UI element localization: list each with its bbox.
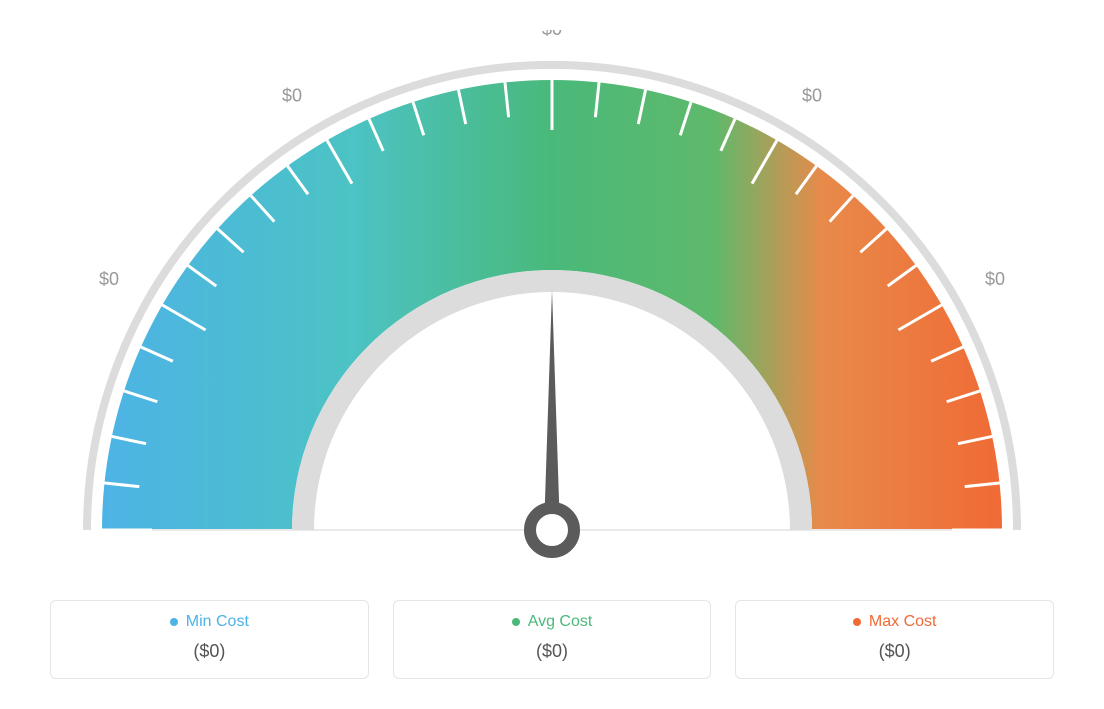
legend-value-avg: ($0) [410,641,695,662]
gauge-chart: $0$0$0$0$0$0$0 [50,30,1054,570]
svg-text:$0: $0 [985,269,1005,289]
legend-value-min: ($0) [67,641,352,662]
dot-icon [512,618,520,626]
legend-label: Max Cost [869,613,937,631]
legend-label: Avg Cost [528,613,593,631]
legend-title-max: Max Cost [853,613,937,631]
legend-card-max: Max Cost ($0) [735,600,1054,679]
legend-card-min: Min Cost ($0) [50,600,369,679]
svg-text:$0: $0 [99,269,119,289]
legend-title-avg: Avg Cost [512,613,593,631]
legend-label: Min Cost [186,613,249,631]
dot-icon [853,618,861,626]
svg-text:$0: $0 [542,30,562,39]
legend-title-min: Min Cost [170,613,249,631]
svg-text:$0: $0 [282,86,302,106]
dot-icon [170,618,178,626]
legend-row: Min Cost ($0) Avg Cost ($0) Max Cost ($0… [50,600,1054,679]
svg-text:$0: $0 [802,86,822,106]
legend-value-max: ($0) [752,641,1037,662]
legend-card-avg: Avg Cost ($0) [393,600,712,679]
